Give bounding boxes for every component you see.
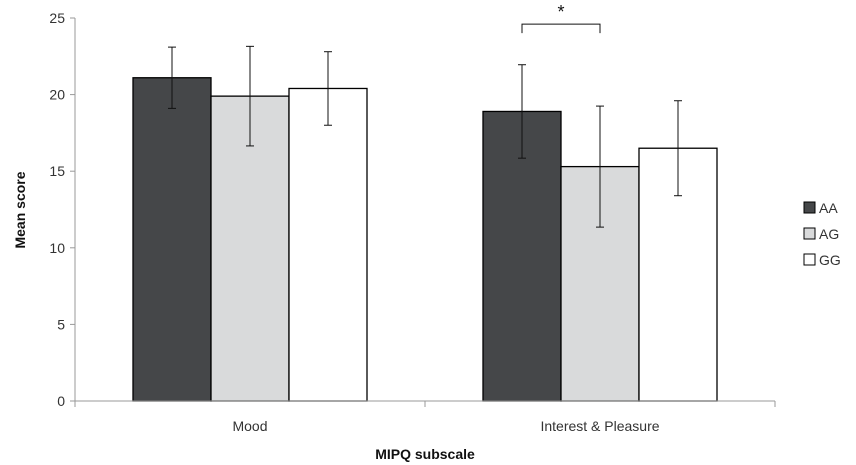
y-tick-label: 10 <box>49 240 65 256</box>
bar <box>288 87 368 402</box>
y-tick-label: 5 <box>57 316 65 332</box>
significance-bracket <box>521 23 601 34</box>
legend: AA AG GG <box>803 200 841 268</box>
y-tick-label: 20 <box>49 87 65 103</box>
category-label: Interest & Pleasure <box>540 418 659 434</box>
legend-swatch <box>803 227 816 240</box>
y-axis-title: Mean score <box>12 171 28 248</box>
legend-label: AA <box>819 200 838 216</box>
legend-swatch <box>803 253 816 266</box>
y-tick-label: 25 <box>49 10 65 26</box>
y-tick-label: 0 <box>57 393 65 409</box>
x-axis-ticks <box>74 401 776 407</box>
bars <box>132 77 718 402</box>
y-tick-label: 15 <box>49 163 65 179</box>
legend-swatch <box>803 201 816 214</box>
category-label: Mood <box>232 418 267 434</box>
error-bars <box>168 45 682 228</box>
significance-marker: * <box>557 2 564 22</box>
y-axis-ticks: 0 5 10 15 20 25 <box>49 10 75 409</box>
x-axis-title: MIPQ subscale <box>375 446 475 462</box>
bar <box>132 77 212 402</box>
category-labels: Mood Interest & Pleasure <box>232 418 659 434</box>
legend-label: GG <box>819 252 841 268</box>
significance-annotations: * <box>521 2 601 34</box>
legend-label: AG <box>819 226 839 242</box>
